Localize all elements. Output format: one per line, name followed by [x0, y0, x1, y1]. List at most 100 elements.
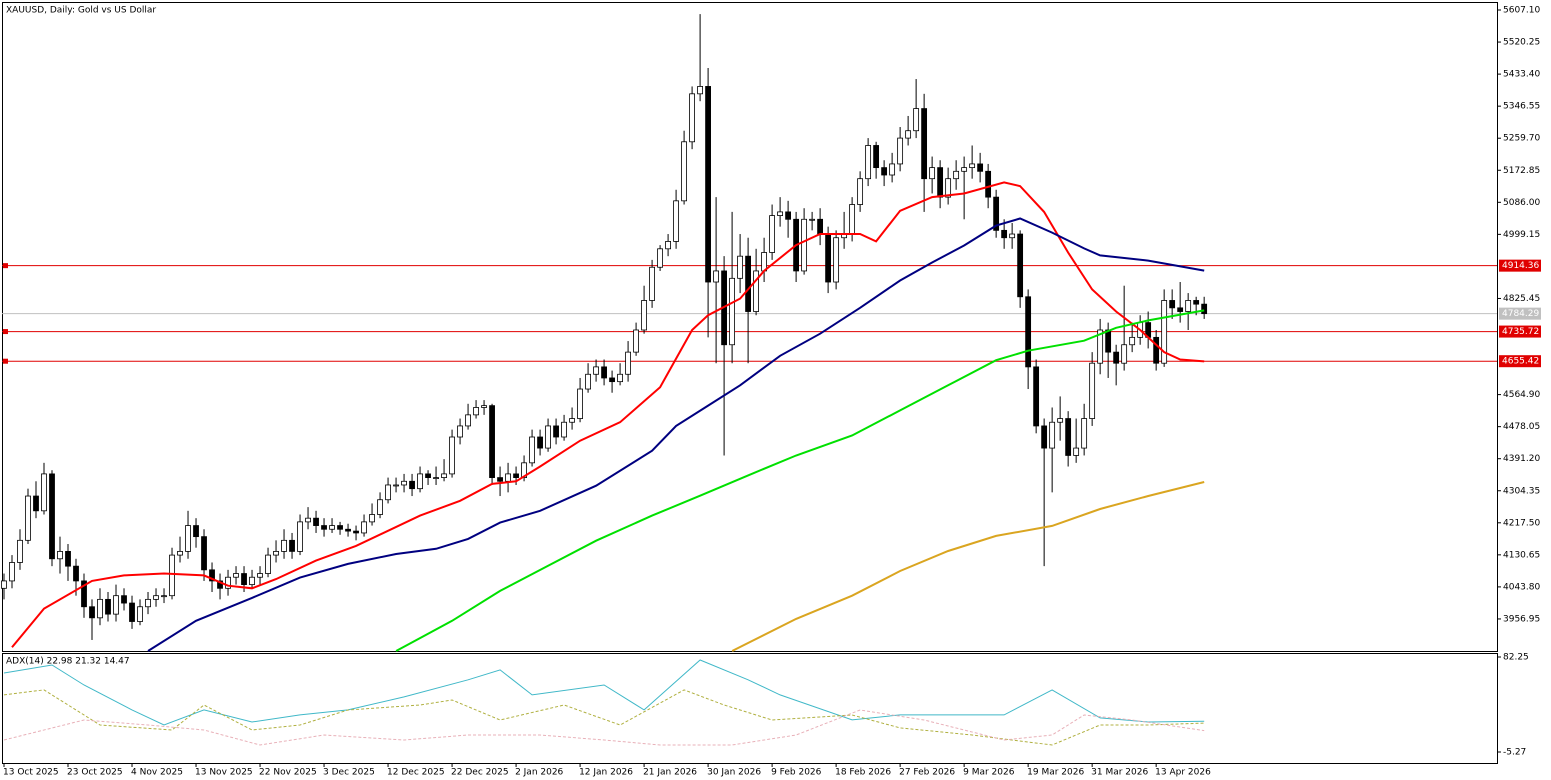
candle-body — [41, 473, 47, 512]
y-tick-label: 4564.90 — [1503, 390, 1540, 400]
y-tick-label: 5520.25 — [1503, 38, 1540, 48]
candle-body — [401, 480, 407, 486]
candle-body — [465, 414, 471, 427]
candle-body — [121, 595, 127, 604]
y-tick-label: 4304.35 — [1503, 486, 1540, 496]
candle-body — [9, 562, 15, 582]
candle-body — [905, 130, 912, 139]
candle-body — [585, 373, 591, 390]
y-tick-label: 5346.55 — [1503, 102, 1540, 112]
y-tick-label: 3956.95 — [1503, 614, 1540, 624]
candle-body — [353, 530, 359, 534]
x-tick-label: 23 Oct 2025 — [67, 768, 123, 778]
candle-body — [513, 473, 519, 478]
level-label: 4735.72 — [1502, 327, 1539, 337]
candle-body — [97, 598, 103, 619]
candle-body — [665, 241, 671, 250]
candle-body — [393, 484, 399, 487]
candle-body — [209, 569, 215, 582]
candle-body — [161, 595, 167, 598]
candle-body — [137, 606, 143, 622]
candle-body — [849, 204, 856, 235]
candle-body — [609, 377, 615, 383]
candle-body — [57, 550, 63, 560]
candle-body — [897, 137, 904, 165]
candle-body — [569, 418, 575, 423]
candle-body — [65, 550, 71, 567]
adx-title: ADX(14) 22.98 21.32 14.47 — [6, 657, 130, 667]
candle-body — [265, 554, 271, 574]
candle-body — [1, 580, 7, 589]
candle-body — [857, 178, 864, 205]
y-tick-label: 4130.65 — [1503, 550, 1540, 560]
y-tick-label: 5086.00 — [1503, 198, 1540, 208]
level-label-box — [1499, 355, 1541, 368]
candle-body — [17, 539, 23, 563]
candle-body — [889, 163, 896, 176]
level-label-box — [1499, 259, 1541, 272]
candle-body — [225, 576, 231, 589]
candle-body — [129, 602, 135, 622]
candle-body — [985, 170, 992, 198]
candle-body — [881, 167, 888, 176]
candle-body — [241, 573, 247, 586]
candle-body — [169, 554, 175, 597]
candle-body — [937, 167, 944, 198]
y-tick-label: 5259.70 — [1503, 134, 1540, 144]
candle-body — [305, 517, 311, 523]
main-frame — [2, 2, 1498, 652]
candle-body — [713, 270, 719, 283]
x-tick-label: 31 Mar 2026 — [1091, 768, 1148, 778]
candle-body — [953, 170, 960, 180]
candle-body — [969, 163, 976, 169]
candle-body — [49, 473, 55, 560]
candle-body — [1049, 421, 1056, 449]
candle-body — [705, 86, 711, 283]
candle-body — [457, 425, 463, 438]
candle-body — [1041, 425, 1048, 449]
candle-body — [913, 108, 920, 132]
candle-body — [1153, 336, 1160, 364]
candle-body — [601, 366, 607, 379]
candle-body — [697, 86, 703, 95]
candle-body — [177, 550, 183, 556]
candle-body — [625, 351, 631, 375]
level-handle — [3, 329, 8, 335]
candle-body — [185, 525, 191, 552]
candle-body — [1177, 307, 1184, 312]
candle-body — [545, 425, 551, 449]
x-tick-label: 9 Feb 2026 — [771, 768, 822, 778]
candle-body — [657, 248, 663, 268]
candle-body — [825, 233, 832, 283]
y-tick-label: 4043.80 — [1503, 582, 1540, 592]
x-tick-label: 12 Jan 2026 — [579, 768, 633, 778]
candle-body — [1073, 447, 1080, 456]
candle-body — [1025, 296, 1032, 368]
y-tick-label: 4825.45 — [1503, 294, 1540, 304]
adx-line — [3, 689, 1205, 746]
candle-body — [249, 576, 255, 586]
candle-body — [649, 266, 655, 301]
x-tick-label: 30 Jan 2026 — [707, 768, 761, 778]
x-tick-label: 13 Nov 2025 — [195, 768, 253, 778]
candle-body — [641, 300, 647, 331]
candle-body — [481, 405, 487, 408]
candle-body — [361, 521, 367, 534]
candle-body — [977, 163, 984, 172]
candle-body — [233, 573, 239, 578]
y-tick-label: 4217.50 — [1503, 518, 1540, 528]
candle-body — [1009, 233, 1016, 239]
candle-body — [417, 473, 423, 490]
candle-body — [337, 525, 343, 530]
candle-body — [801, 218, 808, 272]
candle-body — [1121, 344, 1128, 364]
y-tick-label: 5607.10 — [1503, 6, 1540, 16]
candle-body — [145, 598, 151, 608]
candle-body — [761, 252, 768, 272]
adx-y-tick-label: -5.27 — [1503, 748, 1526, 758]
candle-body — [497, 477, 503, 482]
y-tick-label: 4391.20 — [1503, 454, 1540, 464]
candle-body — [1185, 300, 1192, 312]
candle-body — [1057, 418, 1064, 423]
